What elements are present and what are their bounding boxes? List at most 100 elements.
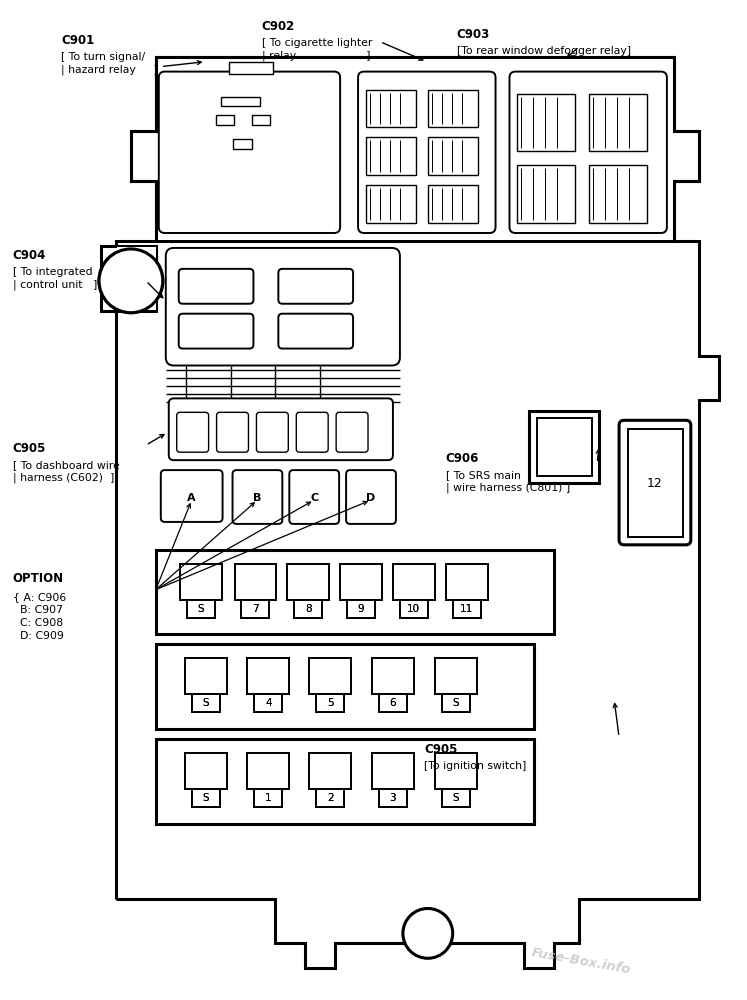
Bar	[379, 789, 407, 807]
FancyBboxPatch shape	[217, 412, 249, 452]
Bar	[316, 694, 344, 712]
Text: S: S	[197, 604, 204, 614]
Text: 11: 11	[460, 604, 474, 614]
Text: S: S	[202, 793, 209, 803]
Text: S: S	[453, 698, 459, 708]
Bar	[379, 694, 407, 712]
Bar	[180, 564, 222, 600]
Text: [ To turn signal/
| hazard relay     ]: [ To turn signal/ | hazard relay ]	[61, 52, 158, 75]
Bar	[294, 600, 322, 618]
Bar	[366, 185, 416, 223]
Text: 1: 1	[265, 793, 272, 803]
Polygon shape	[116, 57, 719, 968]
Bar	[247, 753, 289, 789]
Bar	[192, 789, 220, 807]
Bar	[428, 185, 477, 223]
Bar	[192, 694, 220, 712]
Text: C905: C905	[13, 442, 46, 455]
Bar	[241, 600, 270, 618]
Text: 5: 5	[327, 698, 333, 708]
Bar	[185, 753, 226, 789]
Bar	[235, 564, 276, 600]
Bar	[255, 789, 282, 807]
Bar	[441, 694, 470, 712]
Circle shape	[99, 249, 163, 313]
Bar	[372, 658, 414, 694]
Bar	[379, 789, 407, 807]
Bar	[530, 411, 599, 483]
FancyBboxPatch shape	[346, 470, 396, 524]
Text: 2: 2	[327, 793, 333, 803]
Bar	[400, 600, 428, 618]
Bar	[435, 658, 477, 694]
FancyBboxPatch shape	[159, 72, 340, 233]
Bar	[340, 564, 382, 600]
Bar	[428, 90, 477, 127]
Text: 7: 7	[252, 604, 258, 614]
Bar	[255, 789, 282, 807]
Bar	[288, 564, 329, 600]
Text: Fuse-Box.info: Fuse-Box.info	[530, 946, 631, 977]
Bar	[379, 694, 407, 712]
Bar	[628, 429, 683, 537]
Bar	[347, 600, 375, 618]
Bar	[247, 658, 289, 694]
Bar	[366, 137, 416, 175]
Text: 10: 10	[407, 604, 421, 614]
Text: 9: 9	[358, 604, 365, 614]
Bar	[340, 564, 382, 600]
Bar	[192, 694, 220, 712]
Text: 3: 3	[390, 793, 396, 803]
Text: D: D	[366, 493, 376, 503]
Text: 8: 8	[305, 604, 311, 614]
Text: 4: 4	[265, 698, 272, 708]
Circle shape	[99, 249, 163, 313]
Text: [ To SRS main
| wire harness (C801) ]: [ To SRS main | wire harness (C801) ]	[446, 470, 570, 493]
Bar	[255, 694, 282, 712]
Bar	[220, 97, 261, 106]
Text: A: A	[187, 493, 196, 503]
Bar	[180, 564, 222, 600]
Bar	[288, 564, 329, 600]
Bar	[372, 753, 414, 789]
Text: 9: 9	[358, 604, 365, 614]
Bar	[309, 658, 351, 694]
Bar	[435, 753, 477, 789]
Bar	[241, 600, 270, 618]
Bar	[157, 740, 533, 823]
Bar	[187, 600, 214, 618]
Bar	[157, 58, 673, 240]
Bar	[441, 789, 470, 807]
Bar	[157, 645, 533, 728]
Bar	[235, 564, 276, 600]
Text: { A: C906
  B: C907
  C: C908
  D: C909: { A: C906 B: C907 C: C908 D: C909	[13, 592, 66, 641]
Bar	[435, 753, 477, 789]
Text: 4: 4	[265, 698, 272, 708]
Text: C905: C905	[424, 743, 457, 756]
Bar	[347, 600, 375, 618]
FancyBboxPatch shape	[179, 314, 253, 349]
Text: [To rear window defogger relay]: [To rear window defogger relay]	[457, 46, 631, 56]
Bar	[316, 789, 344, 807]
Bar	[518, 165, 575, 223]
Bar	[229, 62, 273, 74]
Text: S: S	[453, 793, 459, 803]
Text: OPTION: OPTION	[13, 572, 63, 585]
Text: 8: 8	[305, 604, 311, 614]
Text: 6: 6	[390, 698, 396, 708]
FancyBboxPatch shape	[509, 72, 667, 233]
Text: S: S	[202, 793, 209, 803]
Text: S: S	[453, 793, 459, 803]
Text: 5: 5	[327, 698, 333, 708]
Text: S: S	[202, 698, 209, 708]
Circle shape	[403, 908, 453, 958]
FancyBboxPatch shape	[279, 314, 353, 349]
Bar	[372, 753, 414, 789]
Bar	[247, 658, 289, 694]
FancyBboxPatch shape	[289, 470, 339, 524]
Text: 2: 2	[327, 793, 333, 803]
Bar	[537, 418, 592, 476]
Text: S: S	[202, 698, 209, 708]
Bar	[294, 600, 322, 618]
Bar	[393, 564, 435, 600]
